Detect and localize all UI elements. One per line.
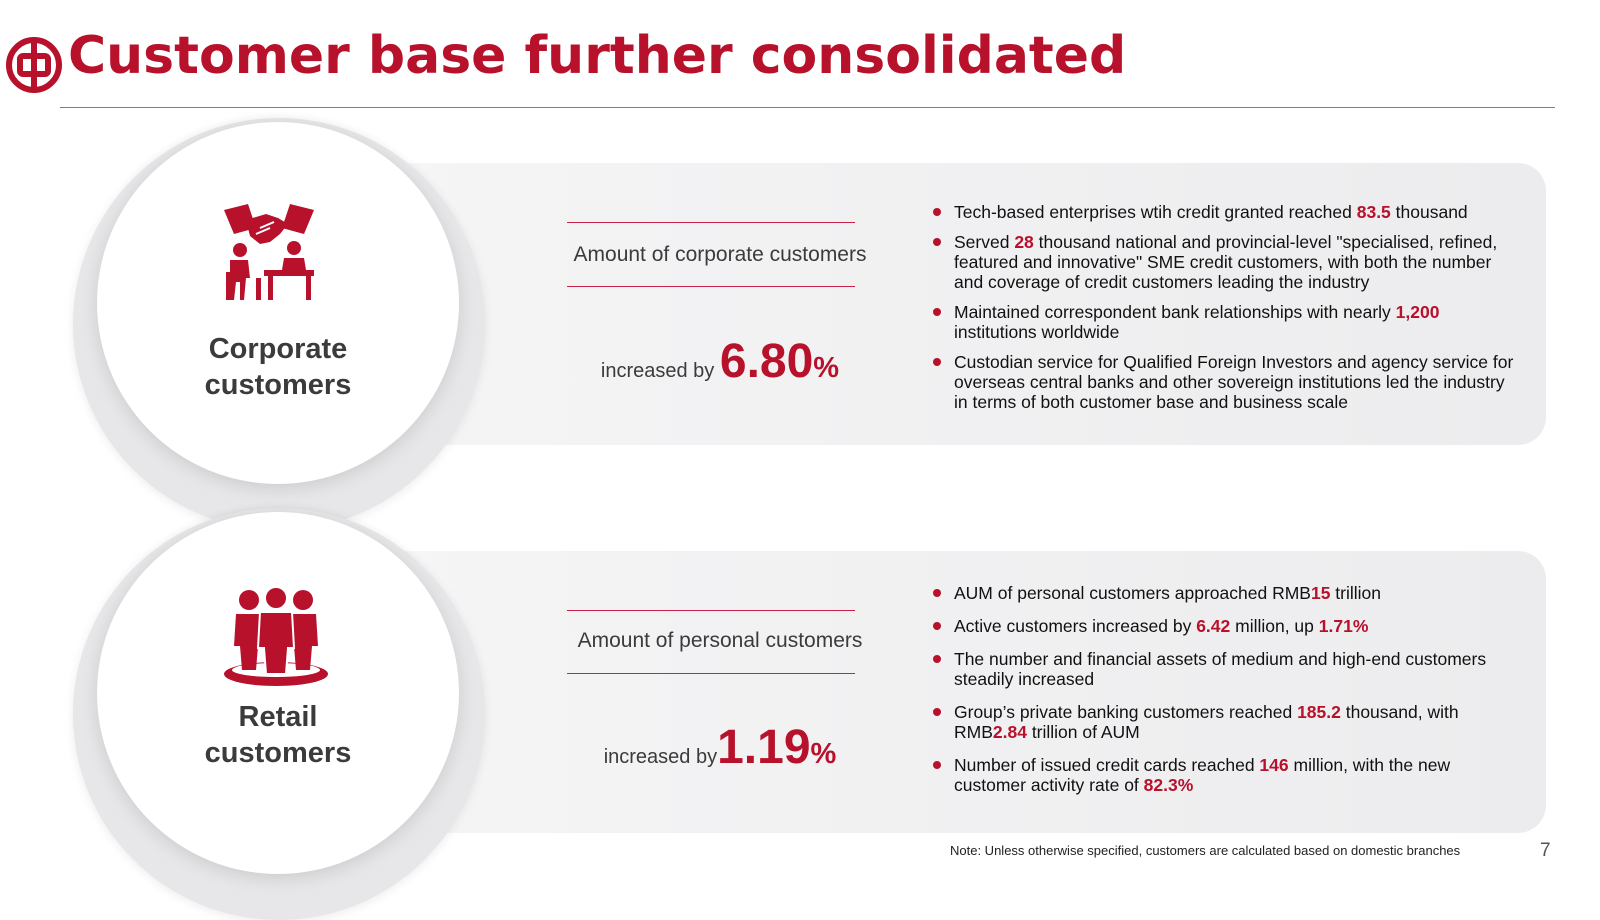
bullet-item: Group’s private banking customers reache… xyxy=(930,702,1520,742)
bullet-text: The number and financial assets of mediu… xyxy=(954,649,1487,689)
bullet-dot-icon xyxy=(933,589,941,597)
bullet-text: trillion xyxy=(1330,583,1382,603)
bullet-text: thousand national and provincial-level "… xyxy=(954,232,1498,292)
highlight-value: 2.84 xyxy=(992,722,1027,742)
retail-label: Retail customers xyxy=(204,701,352,769)
bullet-dot-icon xyxy=(933,308,941,316)
metric-prefix: increased by xyxy=(600,360,720,382)
bullet-dot-icon xyxy=(933,655,941,663)
metric-unit: % xyxy=(813,352,840,384)
bullet-text: Group’s private banking customers reache… xyxy=(954,702,1298,722)
highlight-value: 6.42 xyxy=(1196,616,1231,636)
corporate-metric-top-line xyxy=(567,222,855,223)
metric-number: 6.80 xyxy=(719,335,814,388)
bullet-text: institutions worldwide xyxy=(954,322,1120,342)
bullet-dot-icon xyxy=(933,208,941,216)
bullet-text: Active customers increased by xyxy=(954,616,1197,636)
bullet-item: Maintained correspondent bank relationsh… xyxy=(930,302,1520,342)
bullet-item: Number of issued credit cards reached 14… xyxy=(930,755,1520,795)
bullet-text: Custodian service for Qualified Foreign … xyxy=(954,352,1514,412)
highlight-value: 185.2 xyxy=(1297,702,1341,722)
highlight-value: 83.5 xyxy=(1356,202,1391,222)
bullet-text: thousand xyxy=(1390,202,1468,222)
page-number: 7 xyxy=(1540,840,1551,861)
bullet-dot-icon xyxy=(933,622,941,630)
corporate-metric-value: increased by 6.80% xyxy=(560,334,880,389)
bullet-dot-icon xyxy=(933,708,941,716)
highlight-value: 28 xyxy=(1014,232,1034,252)
bullet-dot-icon xyxy=(933,358,941,366)
bullet-text: million, up xyxy=(1230,616,1319,636)
slide-header: Customer base further consolidated xyxy=(0,0,1600,110)
bullet-text: Served xyxy=(954,232,1015,252)
retail-bullet-list: AUM of personal customers approached RMB… xyxy=(930,583,1520,795)
footnote: Note: Unless otherwise specified, custom… xyxy=(950,843,1461,858)
corporate-label: Corporate customers xyxy=(204,333,352,401)
metric-unit: % xyxy=(810,738,837,770)
corporate-circle: Corporate customers xyxy=(97,122,459,484)
metric-prefix: increased by xyxy=(603,746,718,768)
bullet-text: Maintained correspondent bank relationsh… xyxy=(954,302,1396,322)
highlight-value: 1,200 xyxy=(1395,302,1440,322)
retail-circle: Retail customers xyxy=(97,512,459,874)
highlight-value: 15 xyxy=(1310,583,1331,603)
handshake-meeting-icon xyxy=(224,204,314,300)
metric-number: 1.19 xyxy=(717,721,811,774)
retail-metric-title: Amount of personal customers xyxy=(577,629,863,652)
bullet-item: AUM of personal customers approached RMB… xyxy=(930,583,1520,603)
bullet-text: trillion of AUM xyxy=(1026,722,1140,742)
corporate-bullet-list: Tech-based enterprises wtih credit grant… xyxy=(930,202,1520,412)
retail-metric-value: increased by1.19% xyxy=(560,720,880,775)
bullet-text: Number of issued credit cards reached xyxy=(954,755,1260,775)
retail-metric-top-line xyxy=(567,610,855,611)
bullet-text: AUM of personal customers approached RMB xyxy=(954,583,1311,603)
bullet-text: Tech-based enterprises wtih credit grant… xyxy=(954,202,1357,222)
retail-metric-bottom-line xyxy=(567,673,855,674)
bullet-text: thousand, with RMB xyxy=(954,702,1459,742)
bullet-dot-icon xyxy=(933,238,941,246)
bullet-item: Served 28 thousand national and provinci… xyxy=(930,232,1520,292)
highlight-value: 146 xyxy=(1259,755,1289,775)
corporate-metric-title: Amount of corporate customers xyxy=(573,243,867,266)
bullet-text: million, with the new customer activity … xyxy=(954,755,1451,795)
page-title: Customer base further consolidated xyxy=(68,26,1127,86)
bank-logo-icon xyxy=(6,37,62,93)
corporate-metric-bottom-line xyxy=(567,286,855,287)
bullet-item: Tech-based enterprises wtih credit grant… xyxy=(930,202,1520,222)
highlight-value: 82.3% xyxy=(1143,775,1194,795)
bullet-item: The number and financial assets of mediu… xyxy=(930,649,1520,689)
bullet-dot-icon xyxy=(933,761,941,769)
header-divider xyxy=(60,107,1555,108)
highlight-value: 1.71% xyxy=(1318,616,1369,636)
bullet-item: Custodian service for Qualified Foreign … xyxy=(930,352,1520,412)
people-group-icon xyxy=(224,588,328,686)
bullet-item: Active customers increased by 6.42 milli… xyxy=(930,616,1520,636)
